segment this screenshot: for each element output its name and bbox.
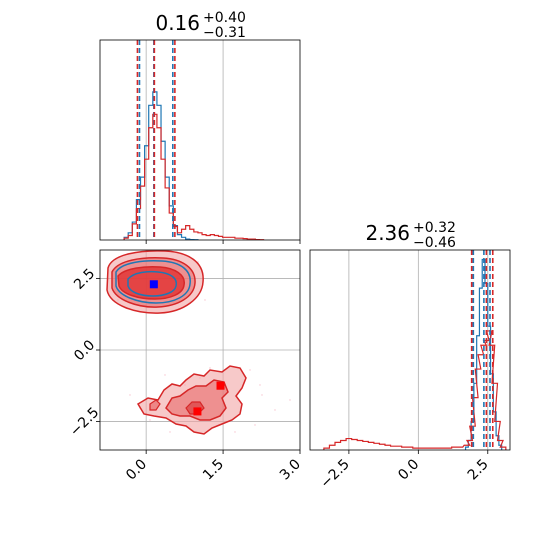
panel-bottom-right: −2.5 0.0 2.5 2.36 +0.32 −0.46: [309, 220, 511, 492]
histogram-top-left: [123, 91, 265, 240]
contour-upper-blue-inner: [127, 270, 178, 297]
grid-bottom-right: [348, 250, 489, 450]
panel-bottom-left: 0.0 1.5 3.0 2.5 0.0 −2.5: [67, 249, 304, 483]
hist-series-1: [123, 113, 265, 240]
quantile-lines-bottom-right: [470, 250, 494, 450]
title-top-left-sub: −0.31: [203, 25, 246, 41]
hist-series-1: [323, 330, 507, 450]
y-tick-label: 2.5: [71, 266, 98, 293]
grid-top-left: [145, 40, 224, 240]
title-bottom-right: 2.36: [365, 221, 410, 245]
x-tick-label: −2.5: [318, 456, 353, 491]
histogram-bottom-right: [323, 258, 507, 450]
contour-lower-red-inner: [165, 379, 229, 421]
marker-square: [149, 280, 158, 289]
markers-bottom-left: [149, 280, 225, 416]
marker-square: [216, 381, 225, 390]
frame-bottom-right: [309, 249, 511, 451]
x-tick-label: 3.0: [277, 456, 304, 483]
contour-upper-blue-outer: [115, 260, 191, 304]
ticks-bottom-right: −2.5 0.0 2.5: [318, 450, 492, 492]
title-top-left: 0.16: [155, 11, 200, 35]
y-tick-label: 0.0: [71, 337, 98, 364]
title-bottom-right-sup: +0.32: [413, 220, 456, 236]
frame-top-left: [99, 39, 301, 241]
title-bottom-right-sub: −0.46: [413, 235, 456, 251]
marker-square: [193, 407, 202, 416]
quantile-lines-top-left: [136, 40, 176, 240]
title-top-left-sup: +0.40: [203, 10, 246, 26]
x-tick-label: 2.5: [465, 456, 492, 483]
ticks-top-left: [145, 240, 301, 244]
x-tick-label: 0.0: [395, 456, 422, 483]
x-tick-label: 0.0: [123, 456, 150, 483]
x-tick-label: 1.5: [200, 456, 227, 483]
hist-series-0: [123, 91, 199, 240]
panel-top-left: 0.16 +0.40 −0.31: [99, 10, 301, 244]
y-tick-label: −2.5: [67, 404, 102, 439]
contour-lower-red-small: [149, 399, 161, 411]
